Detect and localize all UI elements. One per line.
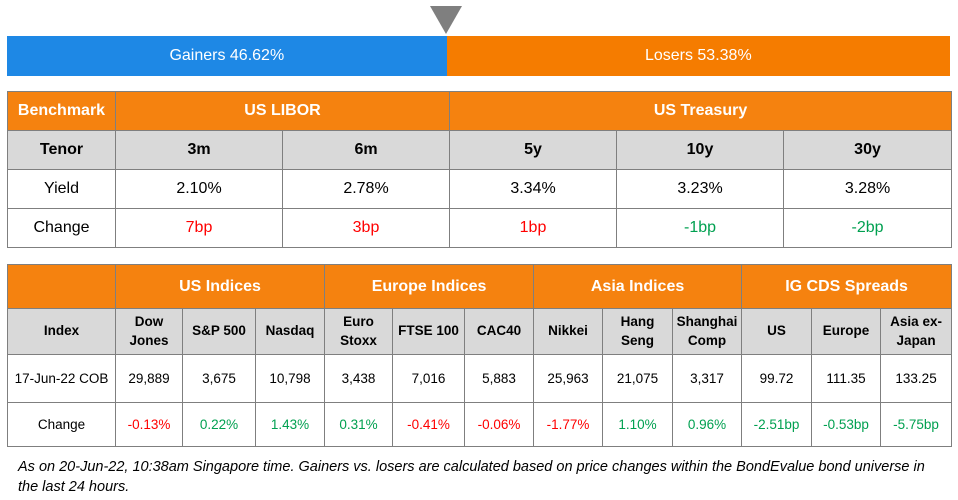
yield-row: Yield 2.10% 2.78% 3.34% 3.23% 3.28% — [7, 169, 953, 209]
index-name: Nasdaq — [254, 308, 326, 355]
change-label: Change — [7, 208, 116, 248]
date-label: 17-Jun-22 COB — [7, 354, 116, 403]
index-label: Index — [7, 308, 116, 355]
index-name: CAC40 — [464, 308, 535, 355]
index-change: 0.22% — [182, 402, 256, 447]
index-value: 29,889 — [115, 354, 183, 403]
index-change-row: Change -0.13% 0.22% 1.43% 0.31% -0.41% -… — [7, 402, 953, 447]
losers-segment: Losers 53.38% — [446, 36, 950, 76]
us-indices-header: US Indices — [114, 264, 326, 309]
index-value: 3,317 — [672, 354, 743, 403]
cds-spreads-header: IG CDS Spreads — [741, 264, 953, 309]
index-change: 1.10% — [602, 402, 674, 447]
index-change: -5.75bp — [880, 402, 953, 447]
index-value: 99.72 — [741, 354, 813, 403]
yield-cell: 3.28% — [783, 169, 953, 209]
rate-change-row: Change 7bp 3bp 1bp -1bp -2bp — [7, 208, 953, 248]
index-change: -0.41% — [392, 402, 466, 447]
index-change: 0.31% — [324, 402, 394, 447]
index-value: 133.25 — [880, 354, 953, 403]
index-value: 21,075 — [602, 354, 674, 403]
tenor-cell: 5y — [449, 130, 618, 170]
triangle-down-icon — [430, 6, 462, 34]
change-label: Change — [7, 402, 116, 447]
yield-cell: 2.78% — [281, 169, 451, 209]
index-value: 7,016 — [392, 354, 466, 403]
index-change: 0.96% — [672, 402, 743, 447]
index-name: Nikkei — [533, 308, 604, 355]
index-name: US — [741, 308, 813, 355]
tenor-label: Tenor — [7, 130, 116, 170]
indices-table: US Indices Europe Indices Asia Indices I… — [7, 264, 953, 447]
index-name: S&P 500 — [182, 308, 256, 355]
gainers-segment: Gainers 46.62% — [7, 36, 447, 76]
yield-label: Yield — [7, 169, 116, 209]
index-value: 25,963 — [533, 354, 604, 403]
tenor-cell: 30y — [783, 130, 953, 170]
yield-cell: 3.23% — [616, 169, 785, 209]
gainers-losers-bar: Gainers 46.62% Losers 53.38% — [7, 36, 950, 76]
rates-table: Benchmark US LIBOR US Treasury Tenor 3m … — [7, 91, 953, 248]
losers-label: Losers 53.38% — [644, 47, 752, 64]
yield-cell: 2.10% — [115, 169, 283, 209]
change-cell: 3bp — [281, 208, 451, 248]
index-value: 10,798 — [254, 354, 326, 403]
treasury-header: US Treasury — [449, 91, 953, 131]
yield-cell: 3.34% — [449, 169, 618, 209]
index-name: Europe — [811, 308, 882, 355]
index-name: Hang Seng — [602, 308, 674, 355]
index-change: -0.06% — [464, 402, 535, 447]
change-cell: -1bp — [616, 208, 785, 248]
index-name: Dow Jones — [115, 308, 183, 355]
index-value: 3,438 — [324, 354, 394, 403]
index-name: Asia ex-Japan — [880, 308, 953, 355]
tenor-cell: 10y — [616, 130, 785, 170]
gainers-label: Gainers 46.62% — [169, 47, 285, 64]
libor-header: US LIBOR — [114, 91, 451, 131]
index-value: 111.35 — [811, 354, 882, 403]
index-change: -0.53bp — [811, 402, 882, 447]
benchmark-header: Benchmark — [7, 91, 116, 131]
index-name: Shanghai Comp — [672, 308, 743, 355]
indices-group-row: US Indices Europe Indices Asia Indices I… — [7, 264, 953, 309]
index-change: -2.51bp — [741, 402, 813, 447]
tenor-cell: 6m — [281, 130, 451, 170]
asia-indices-header: Asia Indices — [533, 264, 743, 309]
index-name: Euro Stoxx — [324, 308, 394, 355]
index-name: FTSE 100 — [392, 308, 466, 355]
change-cell: 7bp — [115, 208, 283, 248]
rates-header-row: Benchmark US LIBOR US Treasury — [7, 91, 953, 131]
change-cell: 1bp — [449, 208, 618, 248]
index-value-row: 17-Jun-22 COB 29,889 3,675 10,798 3,438 … — [7, 354, 953, 403]
europe-indices-header: Europe Indices — [324, 264, 535, 309]
change-cell: -2bp — [783, 208, 953, 248]
index-change: 1.43% — [254, 402, 326, 447]
index-value: 3,675 — [182, 354, 256, 403]
index-change: -1.77% — [533, 402, 604, 447]
index-name-row: Index Dow Jones S&P 500 Nasdaq Euro Stox… — [7, 308, 953, 355]
tenor-row: Tenor 3m 6m 5y 10y 30y — [7, 130, 953, 170]
footnote: As on 20-Jun-22, 10:38am Singapore time.… — [18, 459, 925, 495]
tenor-cell: 3m — [115, 130, 283, 170]
index-change: -0.13% — [115, 402, 183, 447]
blank-header — [7, 264, 116, 309]
index-value: 5,883 — [464, 354, 535, 403]
